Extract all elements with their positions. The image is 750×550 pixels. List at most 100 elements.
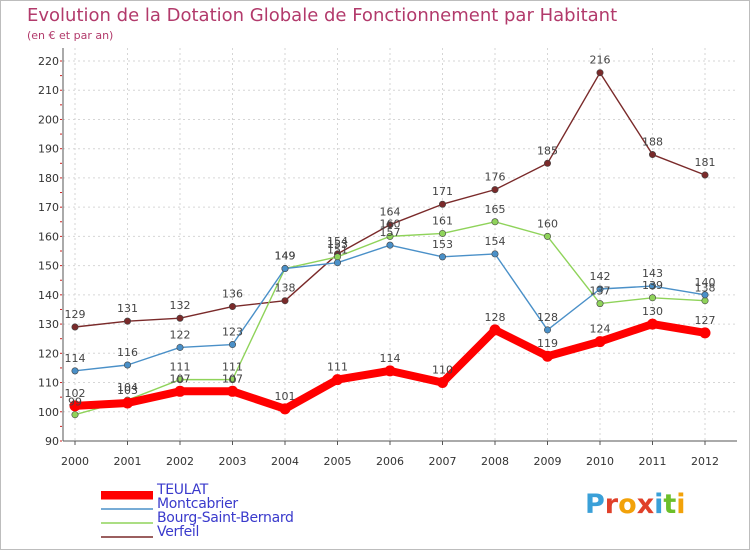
chart-legend: TEULAT Montcabrier Bourg-Saint-Bernard V… xyxy=(101,482,361,541)
data-point-montcabrier-2001 xyxy=(124,361,132,369)
data-point-teulat-2004 xyxy=(279,403,291,415)
data-label-bourg-saint-bernard-2007: 161 xyxy=(432,214,453,227)
data-label-bourg-saint-bernard-2005: 153 xyxy=(327,238,348,251)
y-tick-label-120: 120 xyxy=(38,347,59,360)
data-label-montcabrier-2009: 128 xyxy=(537,311,558,324)
data-point-verfeil-2006 xyxy=(386,221,394,229)
data-point-teulat-2000 xyxy=(69,400,81,412)
y-tick-label-210: 210 xyxy=(38,84,59,97)
x-tick-label-2000: 2000 xyxy=(61,455,89,468)
data-point-montcabrier-2005 xyxy=(333,259,341,267)
data-label-montcabrier-2012: 140 xyxy=(695,276,716,289)
data-label-verfeil-2002: 132 xyxy=(170,299,191,312)
x-tick-label-2007: 2007 xyxy=(429,455,457,468)
data-label-bourg-saint-bernard-2011: 139 xyxy=(642,279,663,292)
data-label-montcabrier-2000: 114 xyxy=(65,352,86,365)
y-tick-label-90: 90 xyxy=(45,435,59,448)
data-point-verfeil-2003 xyxy=(229,303,237,311)
legend-swatch-verfeil xyxy=(101,536,153,538)
y-tick-label-160: 160 xyxy=(38,230,59,243)
data-point-teulat-2001 xyxy=(122,397,133,409)
data-point-verfeil-2011 xyxy=(648,151,656,159)
data-label-montcabrier-2011: 143 xyxy=(642,267,663,280)
data-point-teulat-2008 xyxy=(489,324,501,336)
data-point-teulat-2009 xyxy=(542,350,553,362)
data-label-verfeil-2011: 188 xyxy=(642,136,663,149)
legend-item-verfeil: Verfeil xyxy=(101,524,361,541)
y-tick-label-180: 180 xyxy=(38,172,59,185)
data-point-verfeil-2012 xyxy=(701,171,709,179)
y-tick-label-140: 140 xyxy=(38,289,59,302)
data-point-montcabrier-2002 xyxy=(176,343,184,351)
data-point-bourg-saint-bernard-2010 xyxy=(596,300,604,308)
data-point-bourg-saint-bernard-2003 xyxy=(229,376,237,384)
data-point-bourg-saint-bernard-2000 xyxy=(71,411,79,419)
data-point-teulat-2012 xyxy=(699,327,711,339)
data-label-teulat-2005: 111 xyxy=(327,361,348,374)
data-label-verfeil-2007: 171 xyxy=(432,185,453,198)
data-label-verfeil-2003: 136 xyxy=(222,288,243,301)
data-label-montcabrier-2008: 154 xyxy=(485,235,506,248)
data-point-verfeil-2004 xyxy=(281,297,289,305)
data-point-montcabrier-2008 xyxy=(491,250,499,258)
x-tick-label-2004: 2004 xyxy=(271,455,299,468)
data-label-bourg-saint-bernard-2001: 104 xyxy=(117,381,138,394)
data-label-teulat-2011: 130 xyxy=(642,305,663,318)
data-label-bourg-saint-bernard-2006: 160 xyxy=(380,217,401,230)
data-label-bourg-saint-bernard-2008: 165 xyxy=(485,203,506,216)
data-point-montcabrier-2011 xyxy=(648,282,656,290)
data-point-teulat-2010 xyxy=(594,336,606,348)
data-point-teulat-2005 xyxy=(332,374,343,386)
data-label-teulat-2001: 103 xyxy=(117,384,138,397)
legend-swatch-teulat xyxy=(101,491,153,500)
legend-label-bourg-saint-bernard: Bourg-Saint-Bernard xyxy=(157,510,294,526)
data-point-teulat-2002 xyxy=(174,385,186,397)
x-tick-label-2006: 2006 xyxy=(376,455,404,468)
y-tick-label-150: 150 xyxy=(38,260,59,273)
data-point-verfeil-2008 xyxy=(491,186,499,194)
data-point-verfeil-2010 xyxy=(596,69,604,77)
data-point-bourg-saint-bernard-2009 xyxy=(543,232,551,240)
y-tick-label-200: 200 xyxy=(38,113,59,126)
data-label-bourg-saint-bernard-2010: 137 xyxy=(590,285,611,298)
data-label-verfeil-2008: 176 xyxy=(485,171,506,184)
data-label-verfeil-2009: 185 xyxy=(537,144,558,157)
data-label-bourg-saint-bernard-2002: 111 xyxy=(170,361,191,374)
data-label-teulat-2010: 124 xyxy=(590,323,611,336)
data-point-montcabrier-2010 xyxy=(596,285,604,293)
data-label-bourg-saint-bernard-2000: 99 xyxy=(68,396,82,409)
data-point-verfeil-2009 xyxy=(543,159,551,167)
data-label-verfeil-2000: 129 xyxy=(65,308,86,321)
legend-swatch-montcabrier xyxy=(101,508,153,510)
x-tick-label-2003: 2003 xyxy=(219,455,247,468)
data-label-montcabrier-2005: 151 xyxy=(327,244,348,257)
data-label-teulat-2006: 114 xyxy=(380,352,401,365)
y-tick-label-170: 170 xyxy=(38,201,59,214)
data-label-montcabrier-2006: 157 xyxy=(380,226,401,239)
data-point-montcabrier-2009 xyxy=(543,326,551,334)
data-label-teulat-2009: 119 xyxy=(537,337,558,350)
legend-label-montcabrier: Montcabrier xyxy=(157,496,238,512)
x-tick-label-2010: 2010 xyxy=(586,455,614,468)
legend-item-montcabrier: Montcabrier xyxy=(101,496,361,513)
x-tick-label-2011: 2011 xyxy=(639,455,667,468)
data-point-verfeil-2000 xyxy=(71,323,79,331)
y-tick-label-100: 100 xyxy=(38,406,59,419)
data-point-bourg-saint-bernard-2006 xyxy=(386,232,394,240)
data-point-montcabrier-2003 xyxy=(229,341,237,349)
x-tick-label-2005: 2005 xyxy=(324,455,352,468)
data-point-bourg-saint-bernard-2012 xyxy=(701,297,709,305)
data-point-teulat-2003 xyxy=(227,385,238,397)
data-label-montcabrier-2007: 153 xyxy=(432,238,453,251)
data-point-montcabrier-2000 xyxy=(71,367,79,375)
x-tick-label-2001: 2001 xyxy=(114,455,142,468)
legend-item-bourg-saint-bernard: Bourg-Saint-Bernard xyxy=(101,510,361,527)
data-label-verfeil-2006: 164 xyxy=(380,206,401,219)
legend-label-verfeil: Verfeil xyxy=(157,524,200,540)
data-label-montcabrier-2004: 149 xyxy=(275,250,296,263)
proxiti-logo: Proxiti xyxy=(585,489,686,520)
data-point-teulat-2007 xyxy=(437,377,448,389)
x-tick-label-2012: 2012 xyxy=(691,455,719,468)
